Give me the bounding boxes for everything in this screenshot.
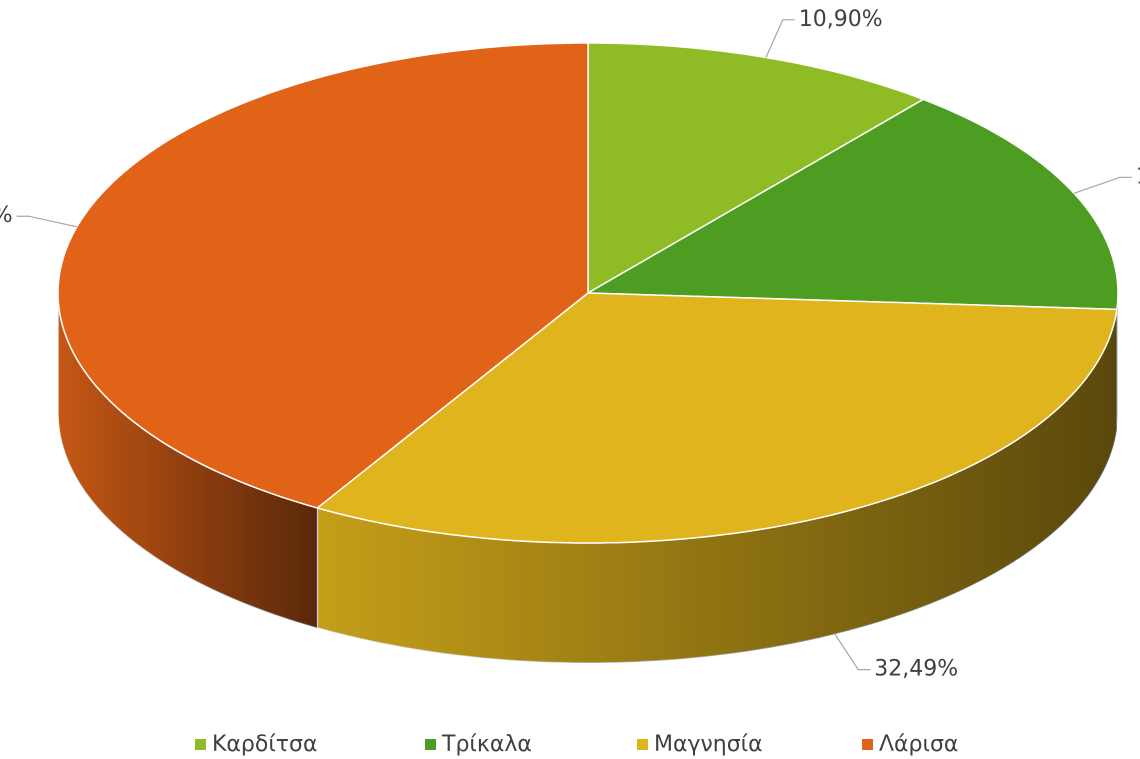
data-label: 32,49% (874, 657, 958, 682)
leader-line (1073, 176, 1132, 194)
side-shade (58, 293, 318, 628)
legend-swatch (637, 739, 648, 750)
data-label: 10,90% (799, 7, 883, 32)
slice (315, 292, 1118, 544)
legend-swatch (195, 739, 206, 750)
data-label: 41,47% (0, 203, 13, 228)
leader-line (16, 215, 78, 228)
legend-label: Μαγνησία (654, 732, 763, 757)
leader-line (765, 19, 795, 58)
slice (57, 42, 589, 509)
slice (587, 42, 926, 295)
legend-swatch (425, 739, 436, 750)
legend-label: Λάρισα (879, 732, 958, 757)
legend-label: Καρδίτσα (212, 732, 318, 757)
slice (585, 98, 1119, 311)
leader-line (834, 633, 871, 671)
side-shade (317, 309, 1117, 663)
legend-label: Τρίκαλα (441, 732, 532, 757)
data-label: 15,14% (1136, 164, 1140, 189)
legend-swatch (862, 739, 873, 750)
